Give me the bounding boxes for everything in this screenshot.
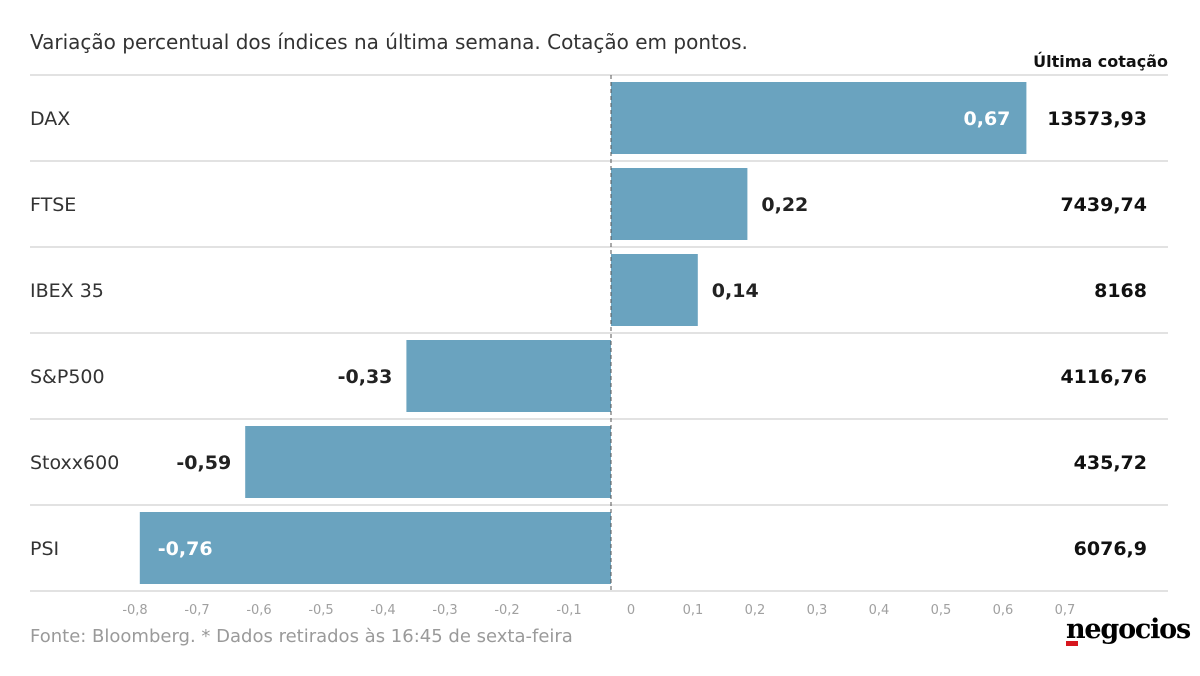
x-tick-label: 0,3	[807, 603, 828, 618]
value-label: -0,59	[176, 452, 231, 474]
x-tick-label: 0,1	[683, 603, 704, 618]
x-tick-label: -0,1	[556, 603, 581, 618]
chart-title: Variação percentual dos índices na últim…	[30, 30, 748, 54]
category-label: S&P500	[30, 366, 105, 388]
x-tick-label: -0,7	[184, 603, 209, 618]
last-quote-value: 6076,9	[1074, 538, 1147, 560]
bar	[139, 512, 612, 584]
last-quote-header: Última cotação	[1033, 52, 1168, 71]
category-label: FTSE	[30, 194, 76, 216]
bar	[611, 254, 698, 326]
x-tick-label: 0,6	[993, 603, 1014, 618]
value-label: -0,76	[158, 538, 213, 560]
x-tick-label: -0,6	[246, 603, 271, 618]
bar	[611, 168, 748, 240]
x-tick-label: 0,5	[931, 603, 952, 618]
last-quote-value: 7439,74	[1060, 194, 1147, 216]
last-quote-value: 4116,76	[1060, 366, 1147, 388]
x-tick-label: 0,7	[1055, 603, 1076, 618]
last-quote-value: 13573,93	[1047, 108, 1147, 130]
x-tick-label: -0,2	[494, 603, 519, 618]
value-label: 0,67	[964, 108, 1011, 130]
brand-logo: negocios	[1065, 614, 1191, 646]
category-label: DAX	[30, 108, 70, 130]
category-label: PSI	[30, 538, 59, 560]
x-tick-label: 0,4	[869, 603, 890, 618]
value-label: 0,22	[761, 194, 808, 216]
x-tick-label: -0,8	[122, 603, 147, 618]
x-tick-label: -0,5	[308, 603, 333, 618]
x-tick-label: -0,4	[370, 603, 395, 618]
brand-accent-mark	[1065, 641, 1078, 646]
bar	[406, 340, 611, 412]
bar	[611, 82, 1027, 154]
x-tick-label: 0,2	[745, 603, 766, 618]
category-label: Stoxx600	[30, 452, 119, 474]
value-label: 0,14	[712, 280, 759, 302]
value-label: -0,33	[338, 366, 393, 388]
category-label: IBEX 35	[30, 280, 104, 302]
x-tick-label: -0,3	[432, 603, 457, 618]
bar	[245, 426, 611, 498]
last-quote-value: 8168	[1094, 280, 1147, 302]
source-note: Fonte: Bloomberg. * Dados retirados às 1…	[30, 626, 573, 647]
last-quote-value: 435,72	[1074, 452, 1147, 474]
x-tick-label: 0	[627, 603, 635, 618]
brand-name: negocios	[1065, 614, 1191, 645]
